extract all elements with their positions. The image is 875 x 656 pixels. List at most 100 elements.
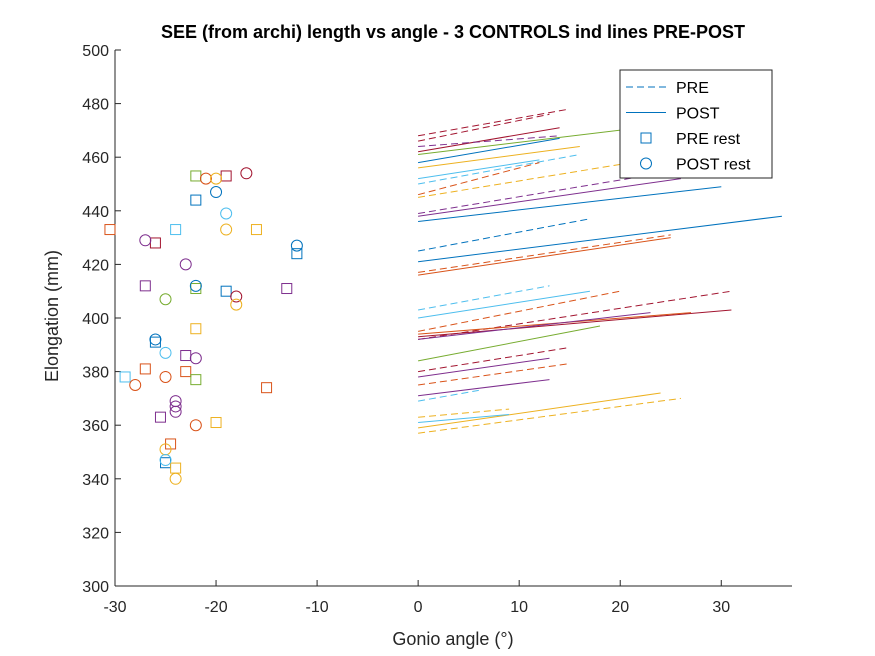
pre-series-line bbox=[418, 108, 570, 137]
x-axis-label: Gonio angle (°) bbox=[392, 629, 513, 649]
post-series-line bbox=[418, 325, 601, 362]
pre-rest-point bbox=[139, 280, 151, 292]
post-rest-point bbox=[129, 379, 142, 391]
y-tick-label: 440 bbox=[82, 204, 109, 221]
pre-rest-point bbox=[170, 462, 182, 474]
post-series-line bbox=[418, 127, 641, 155]
post-rest-point bbox=[149, 333, 162, 346]
pre-rest-point bbox=[160, 457, 172, 469]
x-tick-label: 10 bbox=[510, 599, 528, 616]
post-series-line bbox=[418, 215, 782, 263]
pre-rest-point bbox=[170, 224, 182, 236]
y-tick-label: 340 bbox=[82, 472, 109, 489]
pre-series-line bbox=[418, 113, 550, 142]
pre-series-line bbox=[418, 290, 621, 332]
post-series-line bbox=[418, 392, 661, 429]
pre-series-line bbox=[418, 234, 671, 273]
pre-series-line bbox=[418, 218, 590, 252]
post-rest-point bbox=[220, 223, 233, 236]
post-series-line bbox=[418, 312, 651, 340]
y-tick-label: 360 bbox=[82, 418, 109, 435]
post-rest-point bbox=[189, 352, 202, 365]
post-series-line bbox=[418, 309, 732, 338]
pre-series-line bbox=[418, 397, 681, 434]
post-series-line bbox=[418, 357, 550, 378]
post-rest-point bbox=[159, 370, 172, 383]
pre-series-line bbox=[418, 172, 661, 214]
post-series-line bbox=[418, 127, 560, 153]
post-rest-point bbox=[210, 186, 223, 199]
plot-area: -30 -20 -10 0 10 20 30 300 320 340 360 380 400 420 440… bbox=[82, 43, 792, 616]
y-tick-label: 300 bbox=[82, 579, 109, 596]
legend-label: POST rest bbox=[676, 157, 751, 174]
pre-rest-point bbox=[190, 374, 202, 386]
y-tick-label: 320 bbox=[82, 525, 109, 542]
x-tick-label: -10 bbox=[306, 599, 329, 616]
y-tick-label: 400 bbox=[82, 311, 109, 328]
post-rest-point bbox=[169, 400, 182, 413]
pre-rest-point bbox=[220, 285, 232, 297]
legend-label: PRE bbox=[676, 80, 709, 97]
pre-series-line bbox=[418, 347, 570, 373]
post-rest-point bbox=[189, 279, 202, 292]
post-rest-point bbox=[159, 454, 172, 467]
pre-rest-point bbox=[119, 371, 131, 383]
y-tick-label: 380 bbox=[82, 365, 109, 382]
legend-label: PRE rest bbox=[676, 131, 741, 148]
post-rest-point bbox=[290, 239, 303, 252]
post-series-line bbox=[418, 178, 681, 217]
x-tick-label: 0 bbox=[414, 599, 423, 616]
x-tick-label: 20 bbox=[611, 599, 629, 616]
post-rest-point bbox=[139, 234, 152, 247]
legend-box bbox=[619, 69, 773, 179]
post-rest-point bbox=[169, 405, 182, 418]
post-rest-point bbox=[220, 207, 233, 220]
pre-series-line bbox=[418, 290, 732, 340]
post-series-line bbox=[418, 237, 671, 276]
pre-rest-point bbox=[180, 350, 192, 362]
post-rest-point bbox=[159, 293, 172, 306]
post-series-line bbox=[418, 414, 510, 423]
pre-rest-point bbox=[250, 224, 262, 236]
post-rest-point bbox=[230, 298, 243, 311]
pre-rest-point bbox=[220, 170, 232, 182]
post-series-line bbox=[418, 290, 590, 319]
post-series-line bbox=[418, 137, 560, 164]
x-tick-label: -20 bbox=[204, 599, 227, 616]
post-rest-point bbox=[159, 346, 172, 359]
post-rest-point bbox=[189, 419, 202, 432]
post-rest-point bbox=[179, 258, 192, 271]
pre-rest-point bbox=[190, 283, 202, 295]
post-series-line bbox=[418, 146, 580, 169]
pre-series-line bbox=[418, 135, 560, 147]
x-tick-label: -30 bbox=[103, 599, 126, 616]
chart-title: SEE (from archi) length vs angle - 3 CON… bbox=[161, 22, 745, 42]
pre-rest-point bbox=[154, 411, 166, 423]
post-rest-point bbox=[199, 172, 212, 185]
pre-series-line bbox=[418, 285, 550, 311]
pre-rest-point bbox=[180, 366, 192, 378]
legend: PRE POST PRE rest POST rest bbox=[619, 69, 773, 179]
y-tick-label: 500 bbox=[82, 43, 109, 60]
post-rest-point bbox=[240, 167, 253, 180]
pre-series-line bbox=[417, 162, 540, 196]
legend-label: POST bbox=[676, 106, 720, 123]
post-rest-point bbox=[169, 472, 182, 485]
y-tick-label: 460 bbox=[82, 150, 109, 167]
post-rest-point bbox=[210, 172, 223, 185]
pre-series-line bbox=[418, 154, 580, 185]
pre-rest-point bbox=[149, 336, 161, 348]
pre-series-line bbox=[418, 408, 510, 418]
y-axis-label: Elongation (mm) bbox=[42, 250, 62, 382]
pre-rest-point bbox=[190, 194, 202, 206]
pre-rest-point bbox=[261, 382, 273, 394]
post-series-line bbox=[418, 186, 722, 222]
pre-rest-point bbox=[281, 283, 293, 295]
x-tick-label: 30 bbox=[712, 599, 730, 616]
pre-rest-point bbox=[149, 237, 161, 249]
y-tick-label: 480 bbox=[82, 97, 109, 114]
pre-rest-point bbox=[104, 224, 116, 236]
legend-post-rest-marker bbox=[640, 157, 652, 170]
pre-rest-point bbox=[210, 417, 222, 429]
